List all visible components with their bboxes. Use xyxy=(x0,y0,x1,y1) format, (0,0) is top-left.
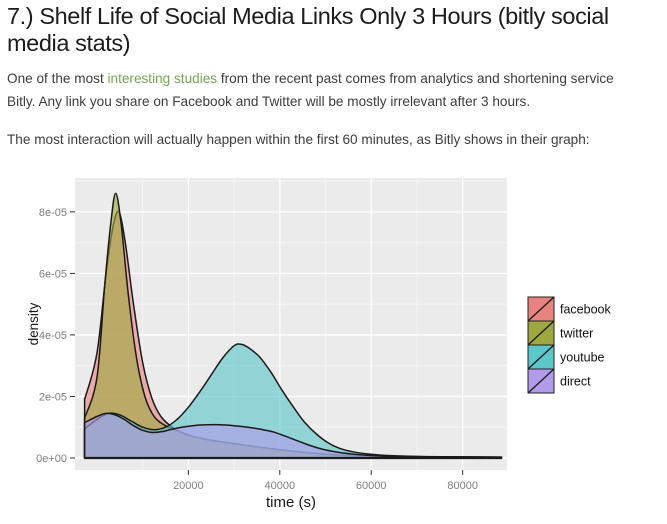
legend-key-slash-youtube xyxy=(527,344,555,370)
y-axis-title: density xyxy=(26,302,41,345)
intro-paragraph: One of the most interesting studies from… xyxy=(7,67,625,113)
legend-label-youtube: youtube xyxy=(560,351,605,365)
y-tick-label: 4e-05 xyxy=(39,330,67,342)
intro-text-before-link: One of the most xyxy=(7,71,108,86)
legend-key-slash-twitter xyxy=(527,320,555,346)
interesting-studies-link[interactable]: interesting studies xyxy=(107,71,218,86)
x-axis-title: time (s) xyxy=(266,494,316,511)
legend-key-slash-facebook xyxy=(527,296,555,322)
y-tick-label: 0e+00 xyxy=(36,453,67,465)
bitly-density-chart: 20000 40000 60000 80000 0e+00 2e-05 4e-05 6e-05… xyxy=(0,171,667,524)
y-tick-label: 2e-05 xyxy=(39,391,67,403)
x-tick-label: 20000 xyxy=(173,480,204,492)
lead-in-paragraph: The most interaction will actually happe… xyxy=(7,132,590,147)
x-tick-label: 40000 xyxy=(265,480,296,492)
intro-text-after-link: from the recent past comes from analytic… xyxy=(7,71,614,109)
legend-label-direct: direct xyxy=(560,375,591,389)
density-curve-direct xyxy=(83,412,503,459)
legend-label-twitter: twitter xyxy=(560,327,593,341)
y-tick-label: 6e-05 xyxy=(39,268,67,280)
page-title: 7.) Shelf Life of Social Media Links Onl… xyxy=(7,3,609,56)
x-tick-label: 60000 xyxy=(356,480,387,492)
legend-key-slash-direct xyxy=(527,368,555,394)
y-tick-label: 8e-05 xyxy=(39,207,67,219)
legend-label-facebook: facebook xyxy=(560,303,611,317)
density-plot: 20000 40000 60000 80000 0e+00 2e-05 4e-05 6e-05… xyxy=(26,178,611,511)
x-tick-label: 80000 xyxy=(447,480,478,492)
